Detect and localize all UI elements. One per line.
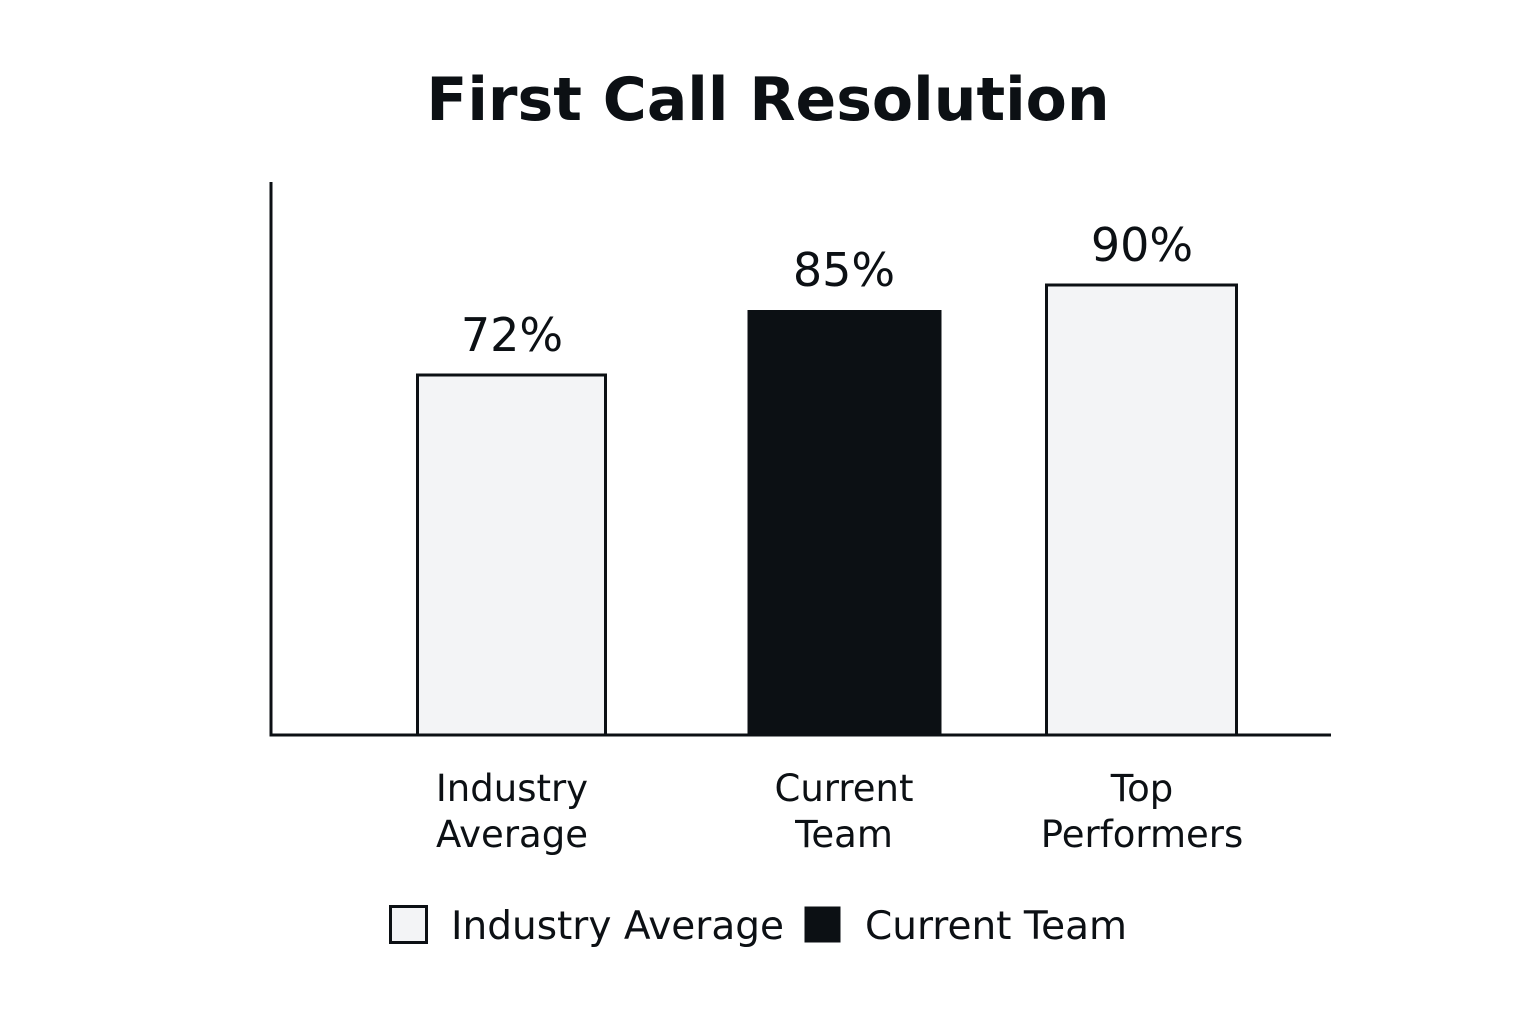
data-label-2: 90% — [1091, 218, 1193, 272]
category-label-2-0: Top — [1110, 767, 1173, 810]
bar-2 — [1045, 283, 1238, 737]
category-label-2-1: Performers — [1041, 813, 1244, 856]
chart-title: First Call Resolution — [426, 65, 1110, 135]
legend-swatch-0 — [389, 905, 428, 944]
legend-label-0: Industry Average — [451, 904, 784, 949]
bar-1 — [747, 310, 942, 735]
legend-swatch-1 — [804, 906, 841, 943]
bar-0 — [416, 373, 607, 737]
legend-label-1: Current Team — [865, 904, 1127, 949]
category-label-1-0: Current — [775, 767, 914, 810]
category-label-1-1: Team — [794, 813, 893, 856]
category-label-0-1: Average — [436, 813, 588, 856]
data-label-0: 72% — [461, 308, 563, 362]
category-label-0-0: Industry — [436, 767, 588, 810]
data-label-1: 85% — [793, 243, 895, 297]
